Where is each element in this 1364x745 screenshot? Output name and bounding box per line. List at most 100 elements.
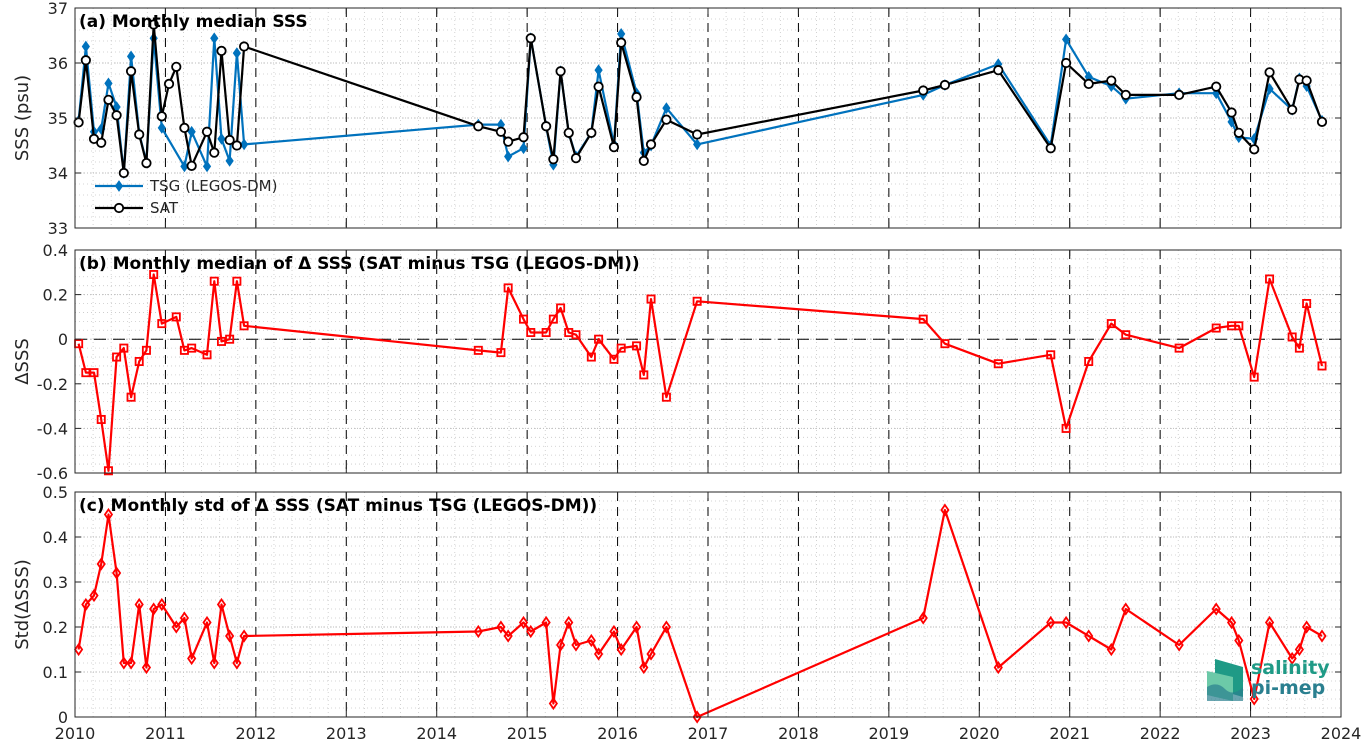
y-tick-label: 0.5 (43, 483, 68, 502)
data-point (526, 328, 536, 338)
data-point (149, 602, 159, 616)
data-point (631, 620, 642, 634)
data-point (496, 348, 506, 358)
logo-text-salinity: salinity (1251, 657, 1330, 679)
data-point (89, 588, 99, 603)
data-point (119, 656, 129, 670)
data-point (632, 341, 642, 351)
data-point (118, 167, 129, 179)
data-point (1083, 78, 1094, 90)
data-point (187, 651, 197, 666)
data-point (503, 136, 514, 147)
data-point (1265, 274, 1275, 284)
legend-marker (113, 202, 125, 214)
data-point (646, 294, 656, 304)
data-point (232, 276, 242, 286)
y-axis-label: ΔSSS (12, 338, 33, 385)
x-tick-label: 2021 (1049, 724, 1090, 743)
y-tick-label: -0.4 (37, 419, 68, 438)
data-point (541, 328, 551, 338)
data-point (571, 330, 581, 340)
data-point (548, 696, 558, 711)
x-tick-label: 2012 (235, 724, 276, 743)
data-point (126, 50, 136, 63)
data-point (556, 303, 566, 313)
data-point (224, 134, 235, 146)
data-point (187, 343, 197, 353)
data-point (157, 597, 167, 612)
data-point (81, 597, 91, 612)
series-line (77, 273, 1324, 472)
data-point (993, 359, 1003, 369)
data-point (918, 611, 928, 625)
data-point (225, 334, 235, 344)
data-point (1302, 620, 1312, 634)
data-point (96, 137, 107, 148)
data-point (586, 352, 596, 362)
data-point (526, 624, 536, 639)
data-point (186, 160, 197, 171)
data-point (940, 339, 950, 349)
data-point (1106, 319, 1116, 329)
data-point (1317, 629, 1327, 643)
data-point (1084, 629, 1094, 643)
data-point (692, 710, 702, 724)
data-point (503, 283, 513, 293)
data-point (1294, 343, 1304, 353)
x-tick-label: 2019 (868, 724, 909, 743)
data-point (89, 368, 99, 378)
data-point (239, 138, 249, 151)
y-tick-label: 0.4 (43, 528, 68, 547)
data-point (111, 566, 122, 580)
data-point (616, 37, 627, 48)
data-point (216, 336, 226, 346)
panel-b: -0.6 -0.4 -0.2 0 0.2 0.4 (b) Monthly median of… (12, 241, 1342, 483)
data-point (156, 111, 167, 122)
data-point (1046, 615, 1056, 630)
data-point (1249, 144, 1260, 155)
x-tick-label: 2024 (1321, 724, 1362, 743)
data-point (1046, 350, 1056, 360)
data-point (556, 638, 566, 652)
data-point (239, 629, 249, 643)
data-point (171, 312, 181, 322)
legend-label: SAT (150, 199, 179, 217)
panel-title: (a) Monthly median SSS (79, 12, 308, 32)
data-point (1264, 615, 1275, 630)
data-point (216, 45, 227, 57)
data-point (111, 110, 122, 121)
data-point (1174, 89, 1185, 101)
data-point (616, 642, 626, 657)
y-tick-label: -0.2 (37, 375, 68, 394)
data-point (1249, 692, 1259, 706)
data-point (1121, 330, 1131, 340)
data-point (141, 345, 151, 355)
data-point (563, 127, 574, 138)
data-point (163, 78, 175, 90)
data-point (1302, 299, 1312, 309)
data-point (126, 656, 136, 670)
data-point (1226, 615, 1237, 630)
data-point (201, 126, 213, 137)
data-point (96, 414, 106, 424)
data-point (1120, 89, 1131, 101)
data-point (631, 92, 642, 103)
legend-label: TSG (LEGOS-DM) (149, 177, 277, 195)
data-point (96, 557, 106, 571)
data-point (1264, 67, 1275, 78)
logo-text-pi-mep: pi-mep (1251, 677, 1326, 699)
y-tick-label: 0 (58, 708, 68, 727)
y-tick-label: -0.6 (37, 464, 68, 483)
data-point (202, 615, 212, 630)
data-point (1060, 57, 1072, 69)
x-tick-label: 2011 (145, 724, 186, 743)
data-point (639, 370, 649, 380)
data-point (209, 276, 219, 286)
data-point (225, 155, 234, 167)
data-point (593, 81, 604, 92)
data-point (1174, 343, 1184, 353)
data-point (1084, 356, 1094, 366)
data-point (1317, 361, 1327, 371)
x-tick-label: 2014 (416, 724, 457, 743)
y-axis-label: Std(ΔSSS) (12, 559, 33, 650)
